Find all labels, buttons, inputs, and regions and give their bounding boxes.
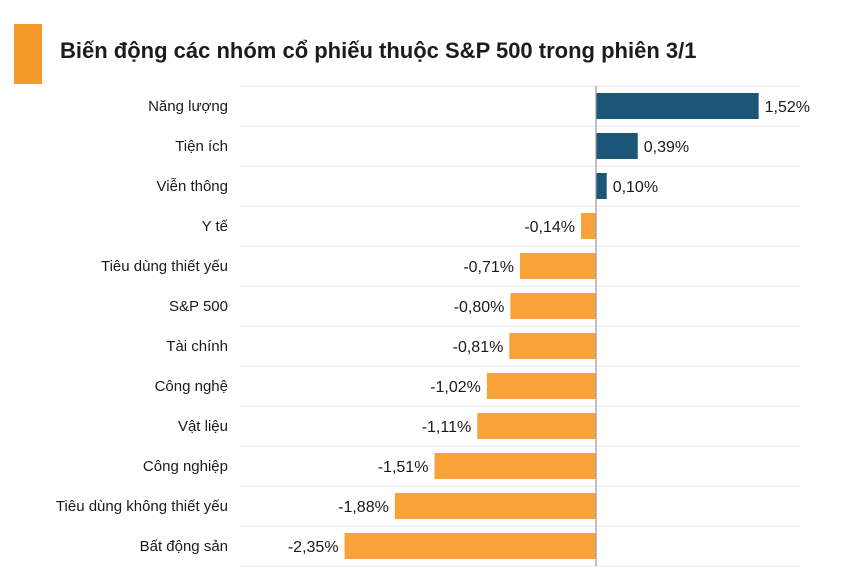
category-label: Bất động sản <box>140 538 228 555</box>
value-label: -0,14% <box>524 219 575 236</box>
bar <box>596 173 607 199</box>
bar <box>477 413 596 439</box>
value-label: -0,81% <box>453 339 504 356</box>
bar <box>344 533 596 559</box>
category-label: Tiêu dùng thiết yếu <box>101 258 228 275</box>
value-label: 1,52% <box>765 99 810 116</box>
category-label: Vật liệu <box>178 418 228 435</box>
value-label: -1,51% <box>378 459 429 476</box>
bar <box>596 133 638 159</box>
bar <box>394 493 596 519</box>
bar <box>510 293 596 319</box>
category-label: Công nghệ <box>155 378 228 395</box>
category-label: Y tế <box>202 218 229 235</box>
value-label: 0,10% <box>613 179 658 196</box>
bar <box>434 453 596 479</box>
bar <box>581 213 596 239</box>
category-label: Tiện ích <box>175 138 228 155</box>
category-label: Năng lượng <box>148 98 228 115</box>
bars <box>344 93 759 559</box>
category-label: S&P 500 <box>169 298 228 315</box>
category-label: Tài chính <box>166 338 228 355</box>
category-label: Viễn thông <box>157 178 228 195</box>
value-label: -0,80% <box>454 299 505 316</box>
value-label: -1,88% <box>338 499 389 516</box>
value-label: -1,02% <box>430 379 481 396</box>
gridlines <box>240 85 800 567</box>
bar <box>486 373 596 399</box>
value-label: -1,11% <box>422 419 472 436</box>
category-label: Tiêu dùng không thiết yếu <box>56 498 228 515</box>
title-accent-bar <box>14 24 42 84</box>
bar <box>596 93 759 119</box>
labels: Năng lượng 1,52% Tiện ích 0,39% Viễn thông 0,… <box>56 98 810 556</box>
chart-title: Biến động các nhóm cổ phiếu thuộc S&P 50… <box>60 38 697 63</box>
bar <box>509 333 596 359</box>
value-label: -2,35% <box>288 539 339 556</box>
category-label: Công nghiệp <box>143 458 228 475</box>
bar <box>520 253 596 279</box>
value-label: -0,71% <box>463 259 514 276</box>
value-label: 0,39% <box>644 139 689 156</box>
